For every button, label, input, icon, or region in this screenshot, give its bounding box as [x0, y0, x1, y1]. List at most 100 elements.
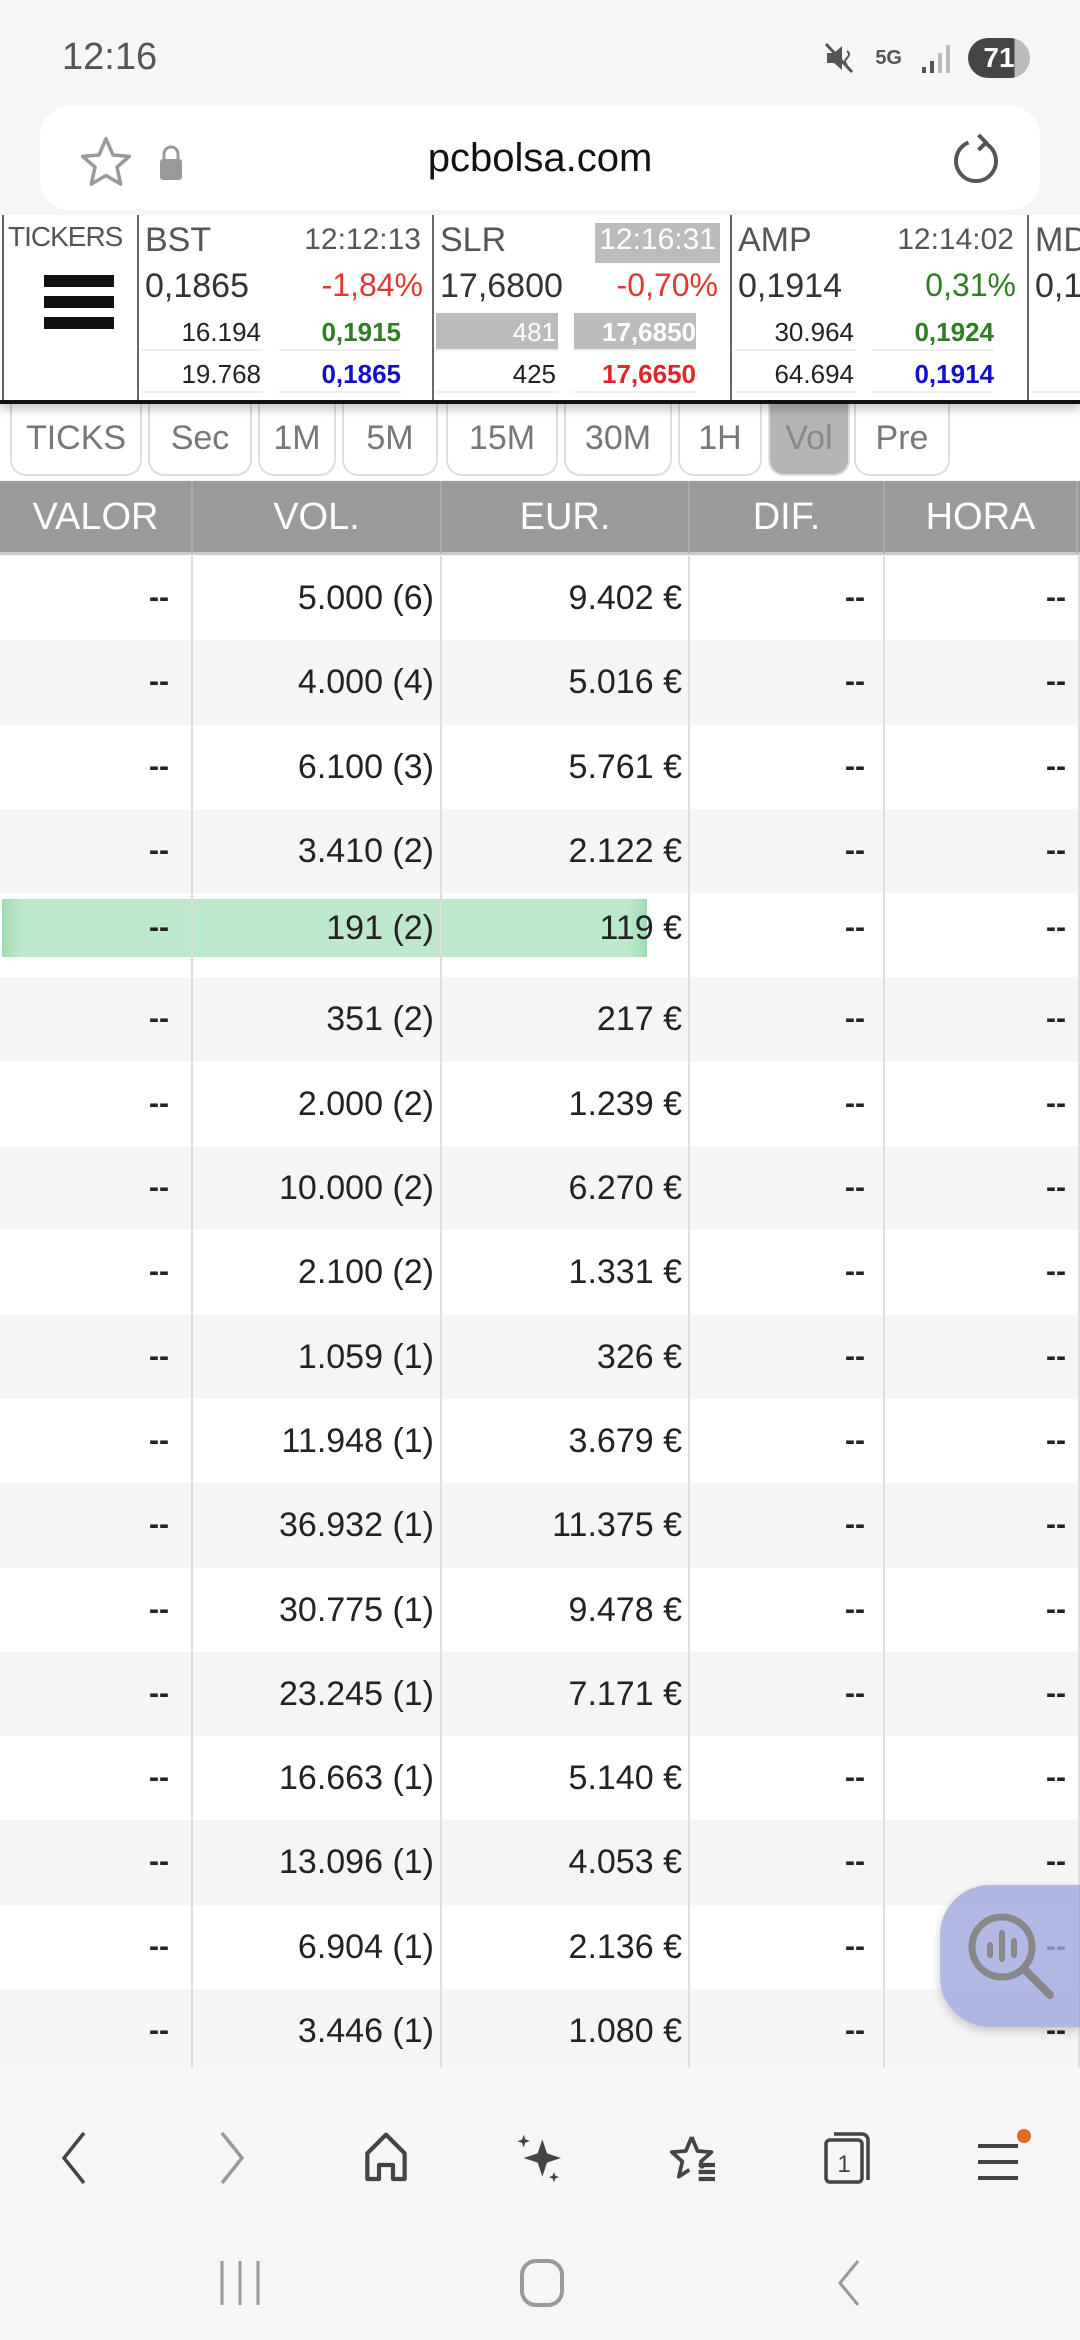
tab-label: 30M [584, 419, 652, 457]
ticker-bid: 17,6850 [574, 313, 696, 351]
tab-ticks[interactable]: TICKS [10, 404, 142, 476]
cell-hora: -- [885, 1314, 1080, 1399]
tab-30m[interactable]: 30M [564, 404, 672, 476]
tab-1h[interactable]: 1H [678, 404, 762, 476]
ai-assist-button[interactable] [500, 2118, 580, 2198]
ticker-price: 0,1 [1035, 267, 1080, 305]
tickers-menu[interactable]: TICKERS [2, 215, 137, 400]
table-row[interactable]: -- 2.000 (2) 1.239 € -- -- [0, 1061, 1080, 1147]
ticker-ask: 0,1865 [279, 355, 401, 393]
table-row[interactable]: -- 36.932 (1) 11.375 € -- -- [0, 1483, 1080, 1568]
cell-dif: -- [690, 1230, 885, 1315]
system-home-button[interactable] [502, 2243, 582, 2323]
cell-vol: 23.245 (1) [193, 1651, 442, 1737]
tab-15m[interactable]: 15M [446, 404, 558, 476]
ticker-bst[interactable]: BST 12:12:13 0,1865 -1,84% 16.194 0,1915 19.76… [137, 215, 431, 400]
menu-button[interactable] [962, 2118, 1042, 2198]
cell-vol: 3.446 (1) [193, 1989, 442, 2068]
cell-dif: -- [690, 1483, 885, 1568]
cell-eur: 3.679 € [442, 1398, 690, 1484]
volume-table: -- 5.000 (6) 9.402 € -- -- -- 4.000 (4) 5.016 €… [0, 556, 1080, 2068]
table-row[interactable]: -- 351 (2) 217 € -- -- [0, 977, 1080, 1062]
ticker-symbol: BST [145, 221, 212, 259]
tab-pre[interactable]: Pre [854, 404, 950, 476]
table-row[interactable]: -- 3.410 (2) 2.122 € -- -- [0, 808, 1080, 894]
ticker-amp[interactable]: AMP 12:14:02 0,1914 0,31% 30.964 0,1924 64.694… [730, 215, 1024, 400]
cell-eur: 1.239 € [442, 1061, 690, 1147]
cell-eur: 4.053 € [442, 1820, 690, 1905]
tabs-icon: 1 [824, 2132, 870, 2184]
cell-dif: -- [690, 1820, 885, 1905]
address-bar[interactable]: pcbolsa.com [40, 106, 1040, 210]
cell-vol: 36.932 (1) [193, 1483, 442, 1568]
analysis-fab-button[interactable] [940, 1885, 1080, 2027]
lock-icon [160, 145, 182, 180]
forward-button[interactable] [192, 2118, 272, 2198]
cell-vol: 6.904 (1) [193, 1904, 442, 1990]
table-row[interactable]: -- 1.059 (1) 326 € -- -- [0, 1314, 1080, 1399]
hamburger-menu-icon[interactable] [44, 275, 114, 330]
table-row[interactable]: -- 30.775 (1) 9.478 € -- -- [0, 1567, 1080, 1652]
bookmarks-button[interactable] [654, 2118, 734, 2198]
cell-valor: -- [0, 556, 193, 641]
table-row[interactable]: -- 10.000 (2) 6.270 € -- -- [0, 1146, 1080, 1231]
status-time: 12:16 [62, 36, 158, 78]
cell-vol: 16.663 (1) [193, 1736, 442, 1821]
table-row[interactable]: -- 3.446 (1) 1.080 € -- -- [0, 1989, 1080, 2068]
cell-hora: -- [885, 724, 1080, 809]
ticker-ask: 0,1914 [872, 355, 994, 393]
home-button[interactable] [346, 2118, 426, 2198]
ticker-time: 12:12:13 [304, 223, 421, 256]
cell-valor: -- [0, 724, 193, 809]
star-icon[interactable] [78, 134, 134, 190]
table-row[interactable]: -- 2.100 (2) 1.331 € -- -- [0, 1230, 1080, 1315]
table-row[interactable]: -- 11.948 (1) 3.679 € -- -- [0, 1398, 1080, 1484]
cell-hora: -- [885, 1567, 1080, 1652]
table-row[interactable]: -- 191 (2) 119 € -- -- [0, 893, 1080, 978]
cell-eur: 9.402 € [442, 556, 690, 641]
cell-hora: -- [885, 1651, 1080, 1737]
cell-eur: 9.478 € [442, 1567, 690, 1652]
table-row[interactable]: -- 23.245 (1) 7.171 € -- -- [0, 1651, 1080, 1737]
timeframe-tabs: TICKS Sec 1M 5M 15M 30M 1H Vol Pre [0, 404, 1080, 480]
table-row[interactable]: -- 16.663 (1) 5.140 € -- -- [0, 1736, 1080, 1821]
ticker-time: 12:16:31 [595, 223, 720, 263]
tab-5m[interactable]: 5M [342, 404, 438, 476]
ticker-ask-volume: 11 [1031, 355, 1080, 393]
table-row[interactable]: --6.904 (1)2.136 €---- [0, 1904, 1080, 1990]
tab-vol[interactable]: Vol [768, 404, 850, 476]
ticker-slr[interactable]: SLR 12:16:31 17,6800 -0,70% 481 17,6850 425 17,… [432, 215, 726, 400]
header-hora[interactable]: HORA [885, 481, 1078, 553]
cell-valor: -- [0, 1230, 193, 1315]
url-text[interactable]: pcbolsa.com [427, 136, 653, 180]
tabs-button[interactable]: 1 [808, 2118, 888, 2198]
header-eur[interactable]: EUR. [442, 481, 690, 553]
table-row[interactable]: -- 13.096 (1) 4.053 € -- -- [0, 1820, 1080, 1905]
ticker-md[interactable]: MD 0,1 11 [1027, 215, 1080, 400]
header-valor[interactable]: VALOR [0, 481, 193, 553]
header-vol[interactable]: VOL. [193, 481, 442, 553]
tab-count: 1 [837, 2151, 850, 2178]
table-row[interactable]: -- 4.000 (4) 5.016 € -- -- [0, 640, 1080, 725]
ticker-symbol: MD [1035, 221, 1080, 259]
cell-valor: -- [0, 1398, 193, 1484]
reload-icon[interactable] [946, 130, 1006, 190]
table-row[interactable]: -- 5.000 (6) 9.402 € -- -- [0, 556, 1080, 641]
cell-eur: 2.122 € [442, 808, 690, 894]
tab-sec[interactable]: Sec [148, 404, 252, 476]
table-row[interactable]: -- 6.100 (3) 5.761 € -- -- [0, 724, 1080, 809]
ticker-time: 12:14:02 [897, 223, 1014, 256]
cell-eur: 1.331 € [442, 1230, 690, 1315]
cell-eur: 5.761 € [442, 724, 690, 809]
cell-dif: -- [690, 808, 885, 894]
cell-valor: -- [0, 1736, 193, 1821]
cell-vol: 6.100 (3) [193, 724, 442, 809]
system-recents-button[interactable] [200, 2243, 280, 2323]
system-back-button[interactable] [806, 2243, 886, 2323]
header-dif[interactable]: DIF. [690, 481, 885, 553]
back-button[interactable] [34, 2118, 114, 2198]
cell-dif: -- [690, 977, 885, 1062]
tab-1m[interactable]: 1M [258, 404, 336, 476]
cell-hora: -- [885, 556, 1080, 641]
cell-dif: -- [690, 724, 885, 809]
